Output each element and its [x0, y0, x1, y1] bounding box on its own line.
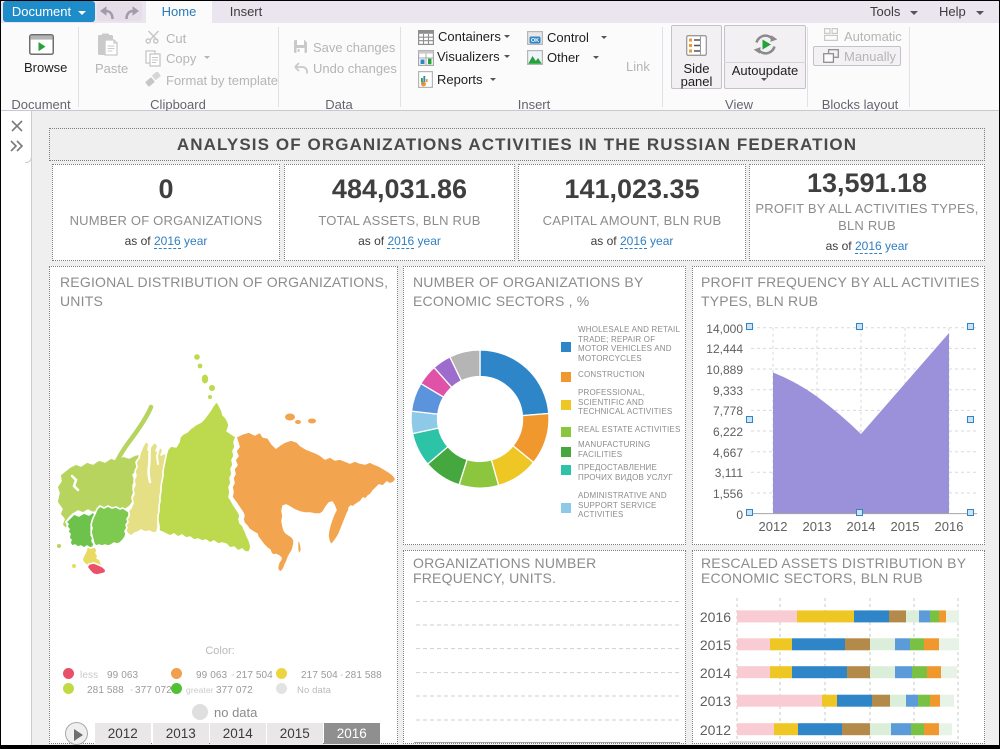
- svg-text:OK: OK: [531, 38, 539, 44]
